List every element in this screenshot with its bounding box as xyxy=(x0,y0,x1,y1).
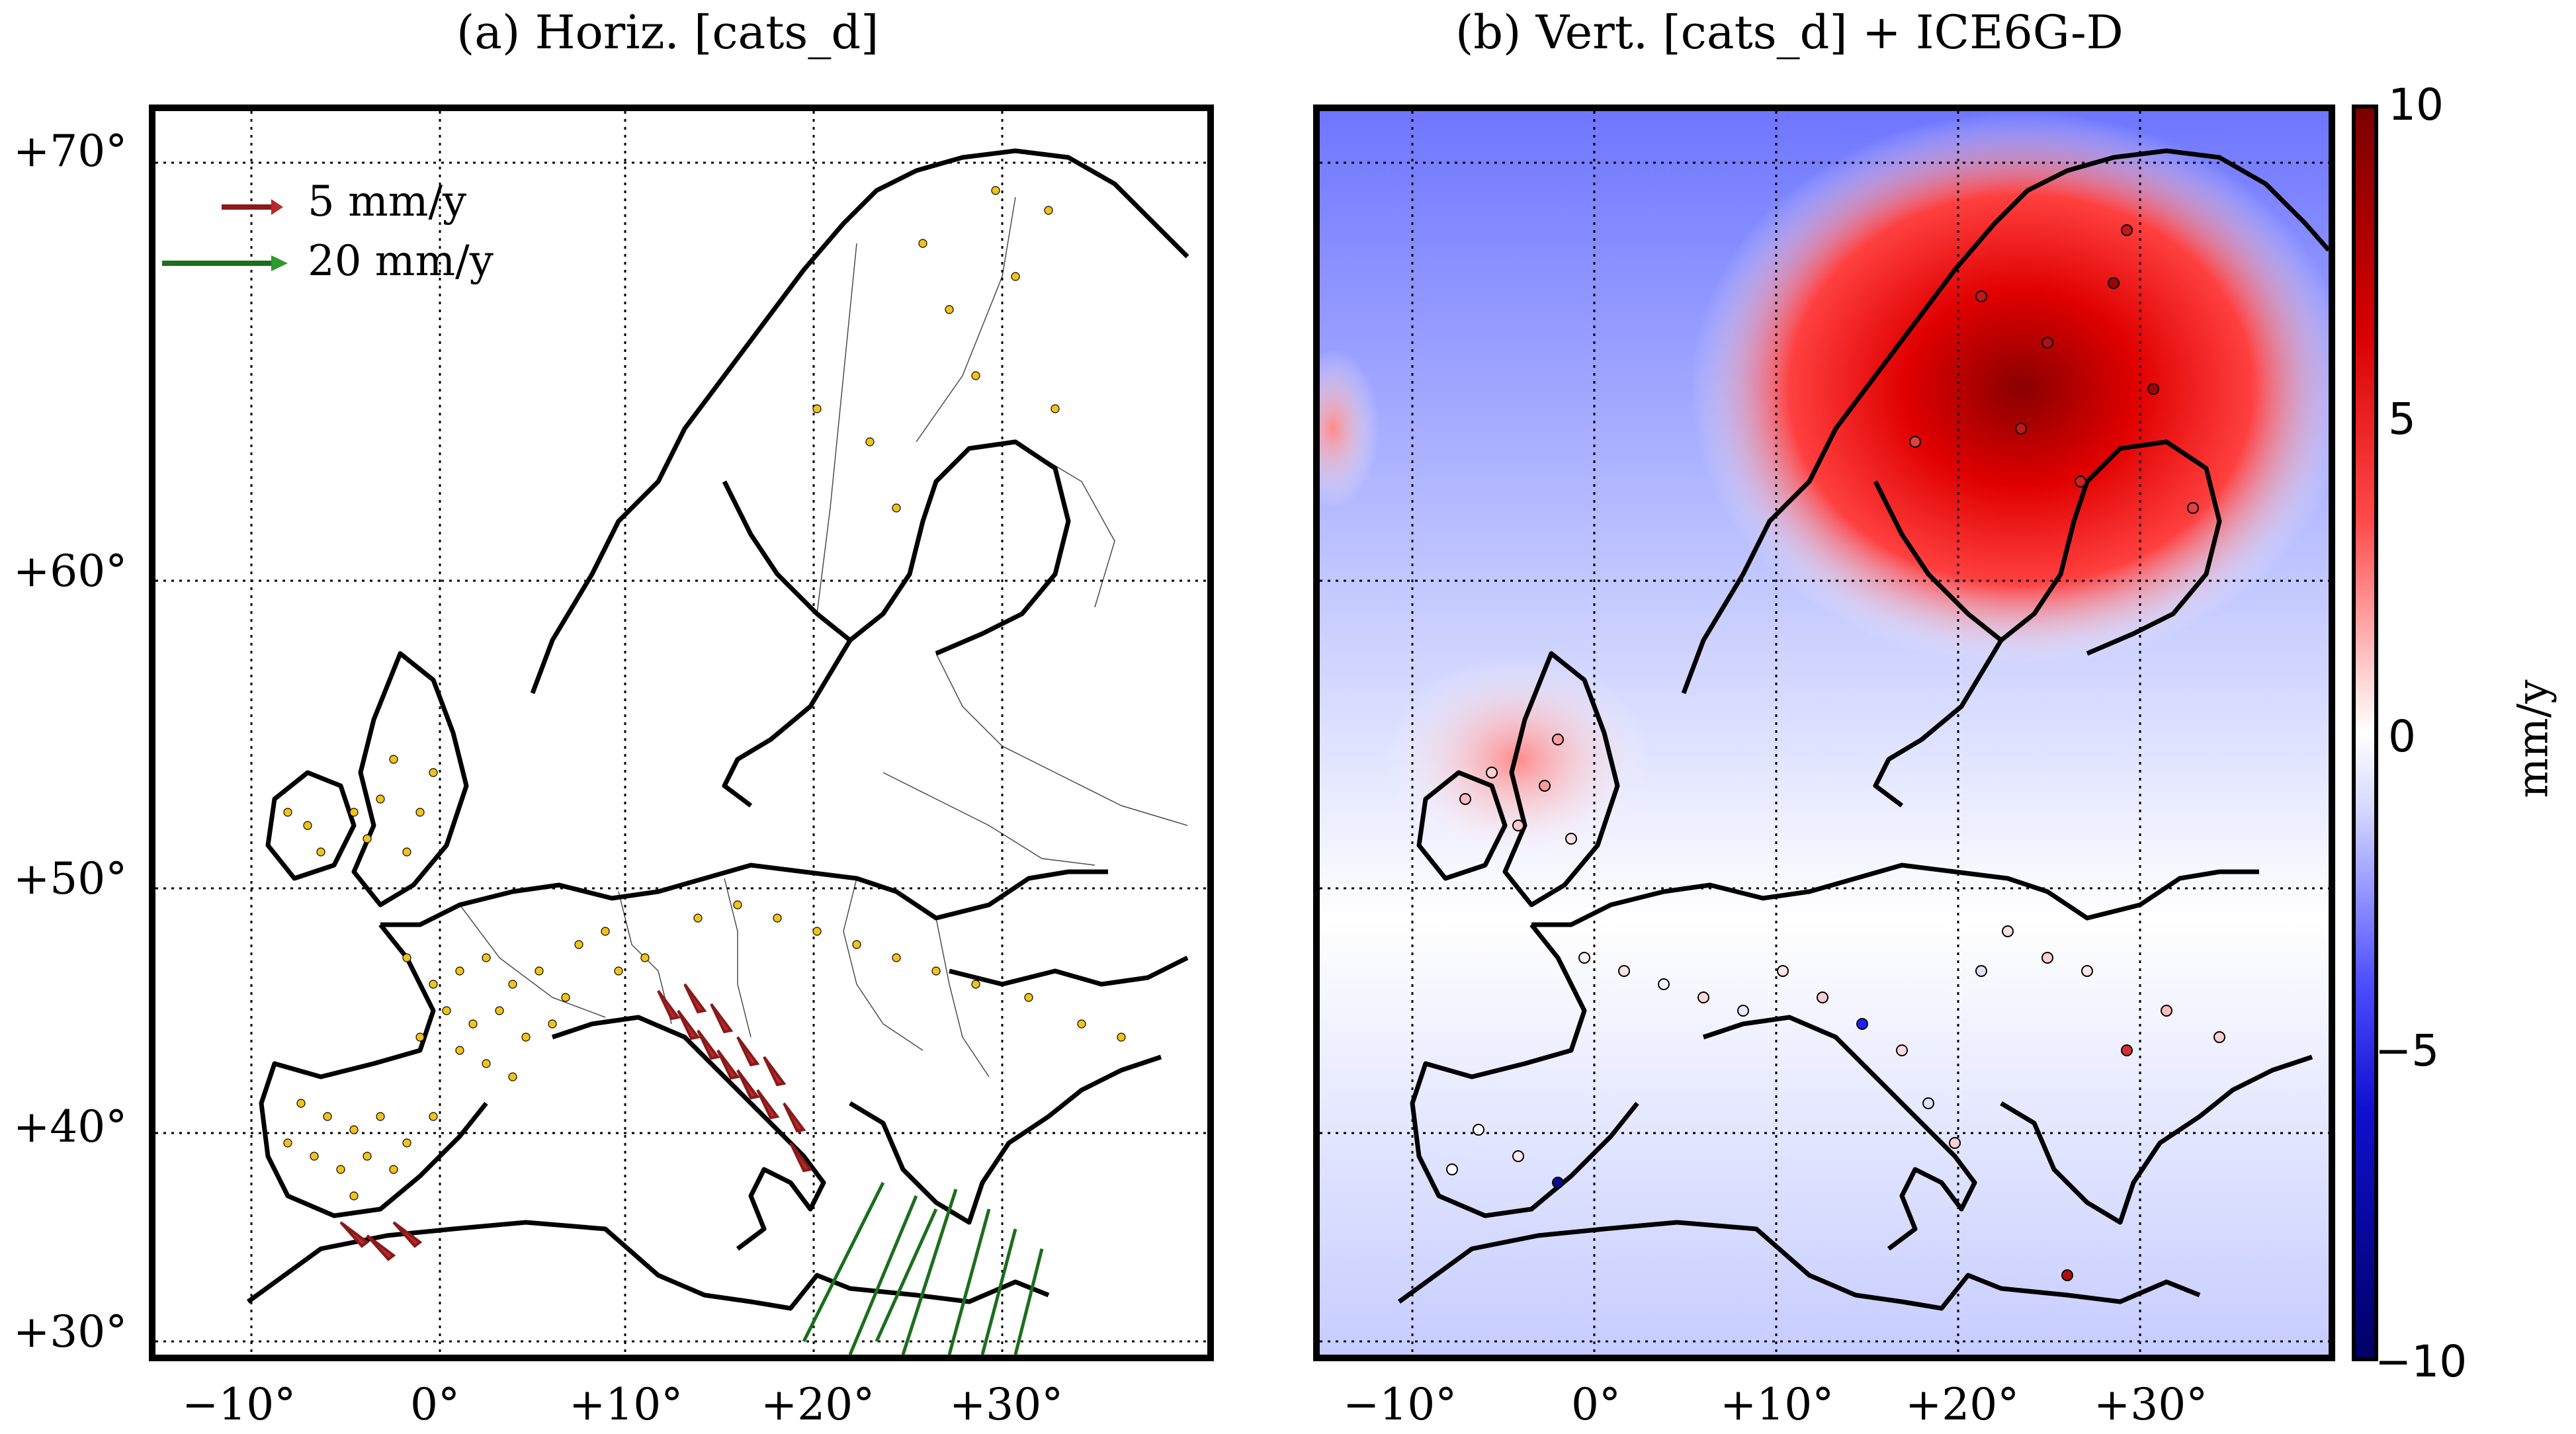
colorbar-label: mm/y xyxy=(2509,679,2558,798)
colorbar-tick-m10: −10 xyxy=(2375,1336,2468,1387)
lat-tick-50: +50° xyxy=(13,853,128,904)
legend-label-20mm: 20 mm/y xyxy=(308,237,494,286)
lon-tick-b-10: +10° xyxy=(1720,1379,1834,1430)
panel-a-title: (a) Horiz. [cats_d] xyxy=(456,5,879,60)
graticule-a xyxy=(155,111,1207,1355)
lon-tick-a-0: 0° xyxy=(410,1379,460,1430)
map-panel-b[interactable] xyxy=(1313,105,2335,1361)
colorbar xyxy=(2352,105,2378,1361)
map-b-svg xyxy=(1320,111,2329,1355)
coastlines-a xyxy=(246,148,1189,1311)
lat-tick-60: +60° xyxy=(13,546,128,597)
lat-tick-40: +40° xyxy=(13,1101,128,1152)
map-panel-a[interactable]: 5 mm/y 20 mm/y xyxy=(149,105,1214,1361)
lon-tick-b-20: +20° xyxy=(1905,1379,2020,1430)
map-a-svg xyxy=(155,111,1207,1355)
lon-tick-b-m10: −10° xyxy=(1343,1379,1457,1430)
colorbar-tick-10: 10 xyxy=(2388,79,2444,130)
green-arrows-a xyxy=(802,1181,1044,1355)
lat-tick-70: +70° xyxy=(13,126,128,177)
site-markers-a xyxy=(283,186,1126,1201)
stations-b xyxy=(1446,224,2225,1281)
lon-tick-a-10: +10° xyxy=(569,1379,683,1430)
colorbar-tick-m5: −5 xyxy=(2375,1025,2440,1076)
legend-red-arrow-icon xyxy=(222,199,283,215)
lon-tick-a-m10: −10° xyxy=(182,1379,296,1430)
lon-tick-a-20: +20° xyxy=(761,1379,875,1430)
colorbar-tick-0: 0 xyxy=(2388,711,2416,762)
graticule-b xyxy=(1320,111,2329,1355)
colorbar-tick-5: 5 xyxy=(2388,394,2416,444)
lon-tick-a-30: +30° xyxy=(949,1379,1064,1430)
legend-green-arrow-icon xyxy=(162,255,288,271)
borders-a xyxy=(459,196,1188,1077)
lon-tick-b-30: +30° xyxy=(2094,1379,2208,1430)
panel-b-title: (b) Vert. [cats_d] + ICE6G-D xyxy=(1455,5,2124,60)
red-arrows-a xyxy=(339,983,813,1261)
lat-tick-30: +30° xyxy=(13,1306,128,1357)
legend-label-5mm: 5 mm/y xyxy=(308,177,467,226)
lon-tick-b-0: 0° xyxy=(1571,1379,1621,1430)
